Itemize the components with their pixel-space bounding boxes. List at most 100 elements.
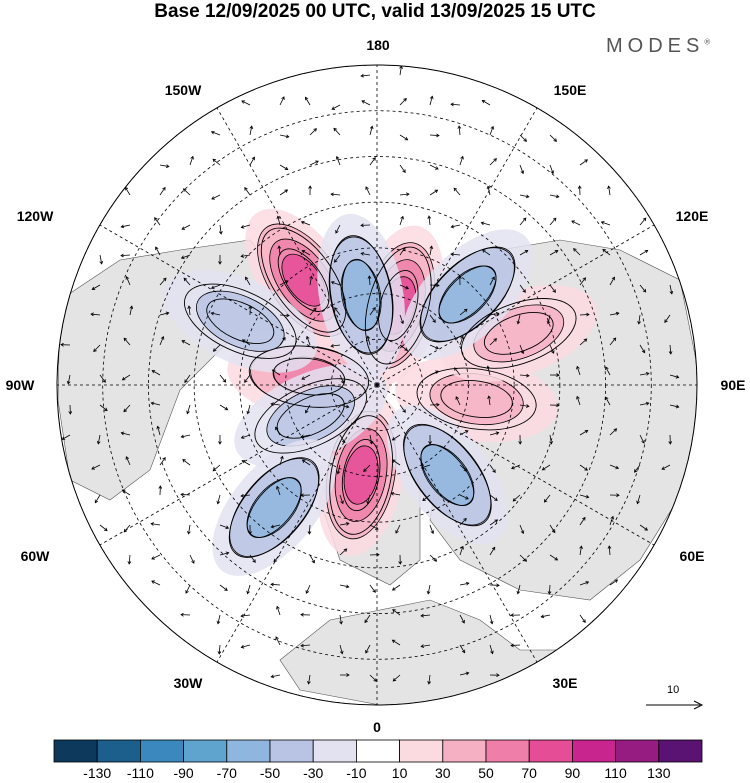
- wind-arrow: [489, 338, 498, 346]
- wind-arrow: [365, 186, 371, 196]
- wind-arrow-shaft: [276, 606, 281, 616]
- wind-arrow: [156, 425, 161, 436]
- wind-arrow-shaft: [219, 584, 228, 591]
- wind-arrow-head: [341, 439, 346, 444]
- wind-arrow-head: [210, 285, 215, 290]
- wind-arrow-shaft: [639, 434, 645, 444]
- wind-arrow-shaft: [489, 614, 493, 624]
- wind-arrow-head: [634, 469, 638, 473]
- wind-arrow-shaft: [275, 426, 281, 436]
- colorbar-swatch: [96, 739, 141, 763]
- wind-arrow: [486, 365, 491, 376]
- wind-arrow-head: [282, 336, 286, 341]
- wind-arrow-shaft: [601, 221, 611, 226]
- wind-arrow-head: [429, 245, 434, 250]
- wind-arrow: [634, 464, 641, 473]
- streamline: [341, 438, 381, 512]
- wind-arrow: [571, 220, 581, 226]
- wind-arrow: [639, 284, 647, 293]
- wind-arrow: [339, 644, 344, 655]
- wind-arrow-shaft: [489, 519, 498, 526]
- wind-arrow-head: [675, 374, 680, 379]
- wind-arrow-head: [273, 558, 277, 563]
- streamline: [461, 298, 577, 369]
- wind-arrow-head: [313, 128, 317, 132]
- streamline: [228, 457, 320, 558]
- wind-arrow-head: [494, 519, 499, 523]
- wind-arrow-shaft: [123, 404, 131, 412]
- wind-arrow: [301, 250, 311, 256]
- wind-arrow-head: [151, 370, 156, 374]
- wind-arrow-head: [372, 589, 376, 593]
- wind-arrow-shaft: [211, 131, 221, 136]
- wind-arrow-shaft: [247, 584, 251, 594]
- wind-arrow-shaft: [459, 430, 469, 436]
- wind-arrow-shaft: [369, 674, 377, 682]
- wind-arrow: [186, 404, 191, 415]
- colorbar-tick-label: 50: [478, 765, 494, 781]
- wind-arrow-shaft: [219, 224, 222, 234]
- wind-arrow: [339, 434, 346, 444]
- wind-arrow-head: [436, 133, 440, 138]
- wind-arrow-head: [461, 619, 465, 624]
- wind-arrow-shaft: [339, 614, 342, 624]
- colorbar-tick-label: 90: [564, 765, 581, 781]
- wind-arrow-shaft: [519, 554, 527, 562]
- wind-arrow: [121, 489, 131, 496]
- streamline: [260, 227, 347, 333]
- wind-arrow-head: [552, 217, 557, 222]
- wind-arrow-head: [216, 620, 221, 625]
- streamline: [416, 367, 537, 431]
- wind-arrow-head: [366, 500, 370, 505]
- wind-arrow-head: [586, 312, 590, 317]
- streamline: [440, 380, 513, 418]
- wind-arrow-shaft: [579, 581, 589, 586]
- wind-arrow-head: [369, 125, 374, 130]
- wind-arrow-shaft: [99, 404, 108, 411]
- wind-arrow-shaft: [519, 217, 527, 226]
- wind-arrow: [183, 277, 191, 286]
- wind-arrow-shaft: [279, 337, 286, 346]
- wind-arrow-shaft: [242, 339, 251, 346]
- wind-arrow-shaft: [451, 224, 461, 228]
- wind-arrow-head: [224, 587, 228, 591]
- wind-arrow: [420, 613, 431, 618]
- wind-arrow-head: [307, 680, 311, 685]
- wind-arrow-shaft: [549, 194, 559, 198]
- wind-arrow-shaft: [369, 157, 376, 166]
- wind-arrow: [399, 97, 407, 106]
- wind-arrow: [300, 612, 311, 617]
- wind-arrow-head: [607, 545, 612, 549]
- wind-arrow-shaft: [279, 456, 283, 466]
- wind-arrow-head: [182, 188, 187, 192]
- wind-arrow-head: [96, 440, 101, 445]
- wind-arrow: [420, 644, 431, 648]
- wind-arrow-head: [480, 221, 485, 226]
- wind-arrow-head: [392, 609, 396, 613]
- wind-arrow: [609, 493, 620, 498]
- wind-arrow: [276, 215, 281, 226]
- wind-arrow: [330, 192, 341, 197]
- wind-arrow-head: [391, 437, 396, 441]
- wind-arrow-shaft: [217, 614, 221, 624]
- wind-arrow-head: [66, 380, 71, 385]
- wind-arrow-head: [637, 320, 641, 325]
- wind-arrow-head: [391, 639, 396, 644]
- wind-arrow-shaft: [308, 524, 311, 535]
- wind-arrow-shaft: [392, 609, 401, 616]
- wind-arrow-head: [453, 187, 458, 192]
- wind-arrow: [151, 554, 161, 560]
- wind-arrow: [180, 492, 191, 497]
- wind-arrow-head: [121, 376, 126, 381]
- wind-arrow-shaft: [451, 253, 461, 256]
- wind-arrow-head: [391, 587, 396, 591]
- wind-arrow: [429, 524, 435, 535]
- colorbar-tick-label: -90: [173, 765, 194, 781]
- wind-arrow-head: [450, 102, 454, 107]
- wind-arrow-head: [450, 224, 455, 229]
- wind-arrow: [489, 494, 498, 501]
- wind-arrow: [279, 455, 284, 466]
- wind-arrow-head: [577, 185, 582, 189]
- wind-arrow: [300, 643, 311, 648]
- wind-arrow-head: [550, 170, 555, 175]
